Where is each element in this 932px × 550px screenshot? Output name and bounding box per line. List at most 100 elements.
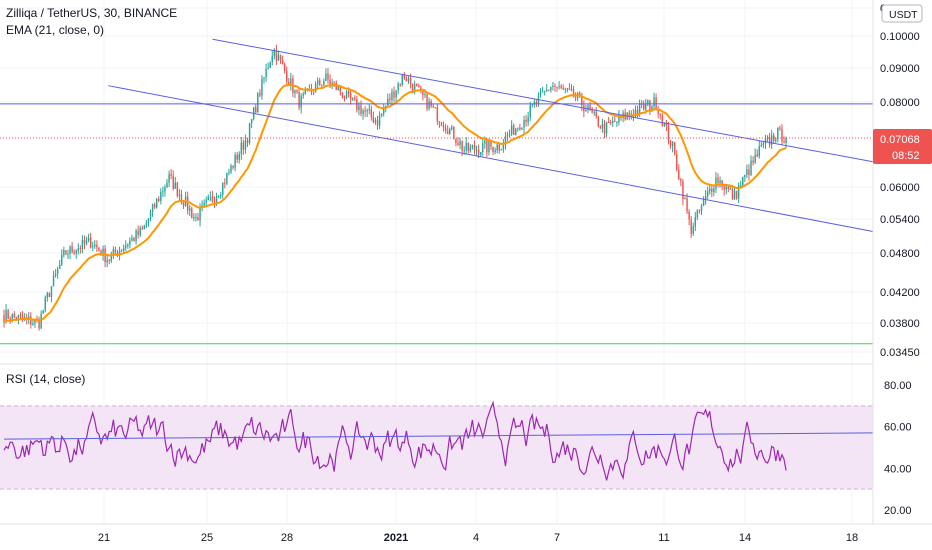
candle-body xyxy=(543,90,546,92)
candle-body xyxy=(389,98,391,100)
candle-body xyxy=(541,91,544,93)
candle-body xyxy=(310,89,313,93)
candle-body xyxy=(32,323,34,325)
time-axis[interactable]: 21 25 28 2021 4 7 11 14 18 xyxy=(98,532,858,544)
candle-body xyxy=(711,188,713,192)
candle-body xyxy=(393,91,395,98)
candle-body xyxy=(323,80,325,86)
candle-body xyxy=(690,219,692,234)
candle-body xyxy=(539,92,542,96)
candle-body xyxy=(451,127,453,129)
candle-body xyxy=(550,86,552,91)
candle-body xyxy=(628,112,630,115)
currency-button-label[interactable]: USDT xyxy=(889,9,918,21)
candle-body xyxy=(380,113,383,116)
candle-body xyxy=(314,84,317,93)
candle-body xyxy=(403,74,406,79)
candle-body xyxy=(727,186,730,189)
candle-body xyxy=(50,286,53,297)
candle-body xyxy=(440,122,443,126)
candle-body xyxy=(659,113,661,116)
candle-body xyxy=(531,104,533,106)
candle-body xyxy=(704,195,707,200)
grid-lines xyxy=(0,0,873,524)
price-pane[interactable] xyxy=(0,38,874,345)
candle-body xyxy=(257,93,259,113)
candle-body xyxy=(717,177,719,183)
candle-body xyxy=(424,94,426,96)
candle-body xyxy=(461,141,463,151)
candle-body xyxy=(42,310,44,314)
candle-body xyxy=(94,244,96,247)
candle-body xyxy=(634,109,637,117)
candle-body xyxy=(329,79,331,85)
symbol-title[interactable]: Zilliqa / TetherUS, 30, BINANCE xyxy=(6,6,177,20)
candle-body xyxy=(552,85,554,87)
rsi-legend[interactable]: RSI (14, close) xyxy=(6,372,85,386)
candle-body xyxy=(387,98,389,106)
candle-body xyxy=(40,313,42,329)
candle-body xyxy=(556,86,558,88)
candle-body xyxy=(702,199,705,207)
currency-button[interactable]: USDT xyxy=(881,4,923,23)
rsi-axis[interactable]: 80.00 60.00 40.00 20.00 xyxy=(884,380,912,517)
candle-body xyxy=(331,82,333,85)
rsi-pane[interactable] xyxy=(0,400,874,490)
candle-body xyxy=(467,143,470,151)
candle-body xyxy=(193,217,195,219)
candle-body xyxy=(269,62,271,68)
candle-body xyxy=(19,315,22,317)
candle-body xyxy=(465,143,467,151)
candle-body xyxy=(339,86,342,93)
candle-body xyxy=(92,246,94,248)
candle-body xyxy=(11,313,13,321)
candle-body xyxy=(436,107,439,122)
candle-body xyxy=(731,188,734,200)
candle-body xyxy=(517,127,519,129)
candle-body xyxy=(673,142,676,155)
channel-lower-line[interactable] xyxy=(108,85,874,232)
candle-body xyxy=(374,120,377,123)
candle-body xyxy=(114,249,117,253)
candle-body xyxy=(69,246,71,254)
candle-body xyxy=(682,181,684,200)
candle-body xyxy=(112,249,115,255)
current-price-badge: 0.07068 08:52 xyxy=(873,129,932,164)
candle-body xyxy=(110,254,113,261)
candle-body xyxy=(127,244,129,246)
current-price-label: 0.07068 xyxy=(880,134,920,146)
candle-body xyxy=(409,78,412,84)
candle-body xyxy=(579,93,581,96)
candle-body xyxy=(554,85,556,87)
candle-body xyxy=(358,105,360,111)
candle-body xyxy=(742,176,744,186)
candle-body xyxy=(34,319,36,324)
candle-body xyxy=(768,137,771,145)
candle-body xyxy=(327,73,329,80)
candle-body xyxy=(546,89,548,91)
candle-body xyxy=(246,140,249,144)
rsi-trendline[interactable] xyxy=(3,432,874,440)
candle-body xyxy=(131,237,133,241)
candle-body xyxy=(102,248,104,256)
candle-body xyxy=(772,135,775,141)
ema-legend[interactable]: EMA (21, close, 0) xyxy=(6,23,104,37)
candle-body xyxy=(694,217,697,227)
candle-body xyxy=(775,139,777,141)
channel-upper-line[interactable] xyxy=(212,38,874,163)
candle-body xyxy=(232,165,234,168)
currency-button-bg[interactable] xyxy=(881,4,923,23)
candle-body xyxy=(434,107,437,109)
rsi-band xyxy=(0,405,873,490)
candle-body xyxy=(678,169,680,180)
candle-body xyxy=(141,227,143,230)
candle-body xyxy=(663,122,666,126)
candle-body xyxy=(85,240,88,244)
candle-body xyxy=(321,84,323,86)
candle-body xyxy=(52,275,55,287)
candle-body xyxy=(191,208,193,219)
candle-body xyxy=(54,273,57,276)
candle-body xyxy=(337,86,340,91)
candle-body xyxy=(362,110,364,114)
